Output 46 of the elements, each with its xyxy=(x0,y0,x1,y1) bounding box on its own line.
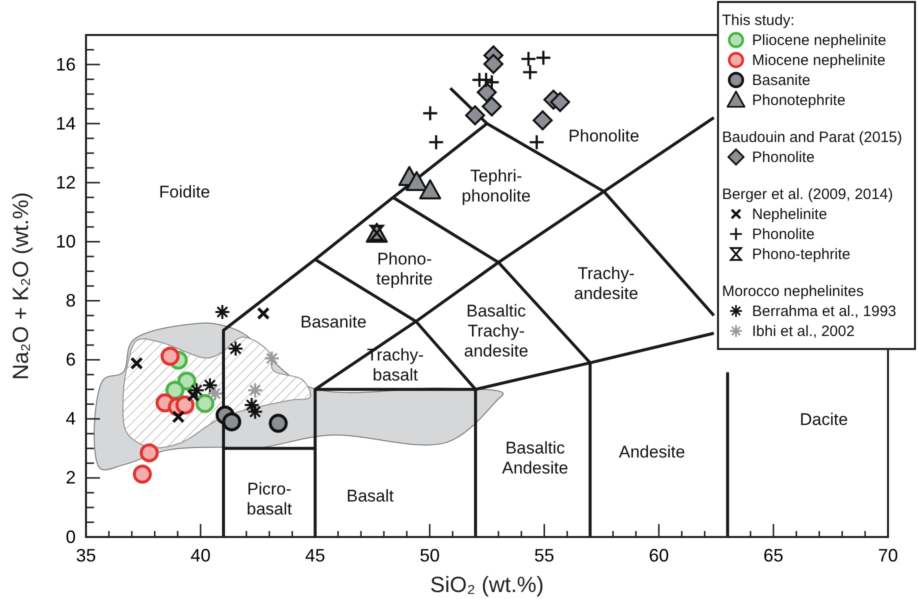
y-tick-label: 16 xyxy=(56,54,76,74)
x-tick-label: 65 xyxy=(763,546,784,566)
annotation: Baudouin and Parat (2015) xyxy=(722,129,902,146)
annotation: Basalt xyxy=(346,486,394,506)
y-tick-label: 4 xyxy=(66,408,76,429)
y-tick-label: 6 xyxy=(66,350,76,370)
legend-label: Basanite xyxy=(752,72,810,89)
x-tick-label: 45 xyxy=(305,546,326,566)
x-tick-label: 55 xyxy=(534,546,554,566)
annotation: Picro- basalt xyxy=(246,480,292,519)
y-tick-label: 8 xyxy=(66,290,76,311)
legend-label: Berrahma et al., 1993 xyxy=(752,303,896,320)
annotation: Trachy- basalt xyxy=(366,345,424,384)
y-axis-title: Na₂O + K₂O (wt.%) xyxy=(8,192,33,380)
annotation: Basaltic Andesite xyxy=(502,438,568,478)
legend-label: Phono-tephrite xyxy=(752,246,850,263)
annotation: Andesite xyxy=(618,442,686,462)
legend-label: Phonolite xyxy=(752,149,815,166)
annotation: Morocco nephelinites xyxy=(722,283,864,300)
x-tick-label: 70 xyxy=(878,546,898,566)
legend-label: Miocene nephelinite xyxy=(752,52,886,69)
text: This study: xyxy=(722,12,795,29)
y-tick-label: 12 xyxy=(56,172,76,192)
x-tick-label: 35 xyxy=(76,546,96,566)
legend-label: Ibhi et al., 2002 xyxy=(752,323,855,340)
legend-label: Pliocene nephelinite xyxy=(752,32,886,49)
x-axis-title: SiO₂ (wt.%) xyxy=(430,572,544,597)
annotation: Berger et al. (2009, 2014) xyxy=(722,186,893,203)
annotation: Phono- tephrite xyxy=(376,249,433,288)
x-tick-label: 60 xyxy=(648,546,669,566)
annotation: Dacite xyxy=(800,410,848,429)
y-tick-label: 2 xyxy=(66,468,76,488)
x-tick-label: 50 xyxy=(420,546,440,566)
y-tick-label: 0 xyxy=(66,526,76,547)
y-tick-label: 10 xyxy=(56,231,76,252)
annotation: Basanite xyxy=(300,312,367,332)
legend-label: Phonolite xyxy=(752,226,815,243)
legend-label: Nephelinite xyxy=(752,206,828,223)
annotation: Foidite xyxy=(159,182,210,202)
legend-label: Phonotephrite xyxy=(752,92,846,109)
annotation: Trachy- andesite xyxy=(574,264,638,304)
annotation: Basaltic Trachy- andesite xyxy=(464,301,528,360)
annotation: Tephri- phonolite xyxy=(462,166,531,206)
annotation: Phonolite xyxy=(568,126,640,146)
x-tick-label: 40 xyxy=(190,546,211,566)
y-tick-label: 14 xyxy=(56,113,76,134)
